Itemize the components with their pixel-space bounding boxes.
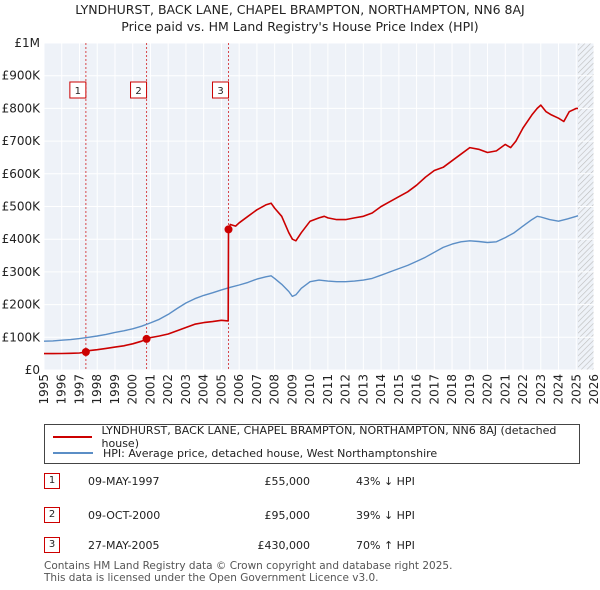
x-tick-label: 2019 [463, 374, 477, 405]
price-chart: 1 2 3 £0 £100K £200K £300K £400K £500K £600K £700… [2, 36, 600, 405]
transaction-points [81, 225, 233, 357]
x-tick-label: 2025 [569, 374, 583, 405]
y-tick-label: £600K [2, 167, 42, 181]
y-tick-label: £1M [14, 36, 40, 50]
transaction-hpi-change: 70% ↑ HPI [356, 539, 415, 552]
chart-subtitle: Price paid vs. HM Land Registry's House … [121, 19, 479, 34]
transaction-badge-label: 1 [75, 86, 81, 97]
legend-swatch-hpi [53, 452, 93, 454]
y-tick-label: £900K [2, 69, 42, 83]
x-tick-label: 2013 [356, 374, 370, 405]
y-tick-label: £400K [2, 232, 42, 246]
x-tick-label: 2001 [143, 374, 157, 405]
axis-labels: £0 £100K £200K £300K £400K £500K £600K £700K £80… [2, 36, 600, 405]
transaction-price: £95,000 [264, 509, 311, 522]
transaction-badge-label: 3 [217, 86, 223, 97]
transaction-row: 3 27-MAY-2005 £430,000 70% ↑ HPI [44, 537, 584, 557]
transaction-date: 27-MAY-2005 [88, 539, 160, 552]
x-tick-label: 1999 [108, 374, 122, 405]
transaction-badge-box [130, 81, 148, 99]
y-tick-label: £700K [2, 134, 42, 148]
y-tick-label: £800K [2, 101, 42, 115]
y-tick-label: £0 [25, 363, 40, 377]
x-tick-label: 2012 [339, 374, 353, 405]
transaction-row: 2 09-OCT-2000 £95,000 39% ↓ HPI [44, 507, 584, 527]
x-tick-label: 2020 [481, 374, 495, 405]
x-tick-label: 2003 [179, 374, 193, 405]
x-tick-label: 2010 [303, 374, 317, 405]
y-tick-label: £100K [2, 330, 42, 344]
y-tick-label: £500K [2, 200, 42, 214]
transaction-badge: 1 [44, 473, 60, 489]
x-tick-label: 2007 [250, 374, 264, 405]
legend-item-property: LYNDHURST, BACK LANE, CHAPEL BRAMPTON, N… [53, 424, 579, 450]
x-tick-label: 2011 [321, 374, 335, 405]
transaction-date: 09-MAY-1997 [88, 475, 160, 488]
legend-swatch-property [53, 436, 92, 438]
transaction-row: 1 09-MAY-1997 £55,000 43% ↓ HPI [44, 473, 584, 493]
x-tick-label: 2015 [392, 374, 406, 405]
series-line-hpi [43, 215, 579, 342]
transaction-badge: 3 [44, 537, 60, 553]
transaction-point [142, 334, 151, 343]
x-tick-label: 2023 [534, 374, 548, 405]
gridlines [43, 42, 595, 371]
transaction-price: £55,000 [264, 475, 311, 488]
x-tick-label: 2005 [214, 374, 228, 405]
transaction-badge-box [212, 81, 230, 99]
legend-label-property: LYNDHURST, BACK LANE, CHAPEL BRAMPTON, N… [101, 424, 557, 450]
footer-licence: This data is licensed under the Open Gov… [44, 572, 379, 584]
x-tick-label: 2026 [587, 374, 600, 405]
x-tick-label: 2000 [126, 374, 140, 405]
x-tick-label: 1996 [55, 374, 69, 405]
transaction-hpi-change: 43% ↓ HPI [356, 475, 415, 488]
x-tick-label: 2017 [427, 374, 441, 405]
x-tick-label: 2014 [374, 374, 388, 405]
x-tick-label: 1997 [72, 374, 86, 405]
x-tick-label: 2016 [410, 374, 424, 405]
legend: LYNDHURST, BACK LANE, CHAPEL BRAMPTON, N… [44, 424, 580, 464]
transaction-badge: 2 [44, 507, 60, 523]
y-tick-label: £200K [2, 298, 42, 312]
x-tick-label: 1995 [37, 374, 51, 405]
transaction-point [81, 348, 90, 357]
chart-title: LYNDHURST, BACK LANE, CHAPEL BRAMPTON, N… [75, 2, 525, 17]
x-tick-label: 2018 [445, 374, 459, 405]
x-tick-label: 2008 [268, 374, 282, 405]
x-tick-label: 2006 [232, 374, 246, 405]
transaction-badge-label: 2 [135, 86, 141, 97]
legend-label-hpi: HPI: Average price, detached house, West… [103, 446, 438, 460]
x-tick-label: 2024 [552, 374, 566, 405]
x-tick-label: 2009 [285, 374, 299, 405]
x-tick-label: 2021 [498, 374, 512, 405]
x-tick-label: 1998 [90, 374, 104, 405]
footer-copyright: Contains HM Land Registry data © Crown c… [44, 560, 453, 572]
y-tick-label: £300K [2, 265, 42, 279]
x-tick-label: 2022 [516, 374, 530, 405]
transaction-point [224, 225, 233, 234]
x-tick-label: 2002 [161, 374, 175, 405]
transaction-price: £430,000 [257, 539, 311, 552]
transaction-date: 09-OCT-2000 [88, 509, 161, 522]
x-tick-label: 2004 [197, 374, 211, 405]
transaction-badge-box [69, 81, 87, 99]
legend-item-hpi: HPI: Average price, detached house, West… [53, 445, 437, 461]
transaction-hpi-change: 39% ↓ HPI [356, 509, 415, 522]
